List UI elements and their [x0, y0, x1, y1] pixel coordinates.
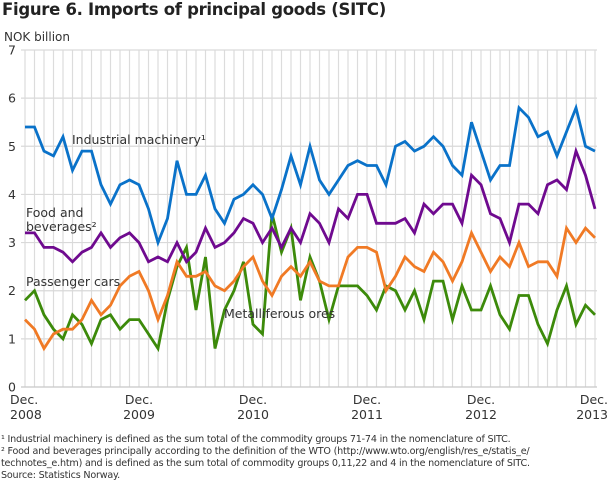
- series-labels: Industrial machinery¹ Food and beverages…: [26, 132, 335, 321]
- y-axis-ticks: 0 1 2 3 4 5 6 7: [8, 43, 16, 395]
- figure-title: Figure 6. Imports of principal goods (SI…: [2, 0, 386, 19]
- y-tick-label: 0: [8, 380, 16, 395]
- x-tick-label: 2010: [237, 407, 269, 422]
- label-industrial-machinery: Industrial machinery¹: [72, 132, 206, 147]
- y-tick-label: 2: [8, 283, 16, 298]
- y-tick-label: 7: [8, 43, 16, 58]
- label-food-beverages-line1: Food and: [26, 205, 83, 220]
- footnote-2-line2: technotes_e.htm) and is defined as the s…: [1, 458, 530, 469]
- x-tick-label: 2011: [351, 407, 383, 422]
- x-tick-label: Dec.: [580, 392, 608, 407]
- y-tick-label: 6: [8, 91, 16, 106]
- series-lines: [24, 103, 597, 353]
- series-line-industrial-machinery: [25, 103, 596, 247]
- y-tick-label: 5: [8, 139, 16, 154]
- label-food-beverages-line2: beverages²: [26, 219, 97, 234]
- y-tick-label: 4: [8, 187, 16, 202]
- series-line-food-and-beverages: [25, 146, 597, 265]
- series-line-metalliferous-ores: [24, 213, 596, 353]
- footnote-1: ¹ Industrial machinery is defined as the…: [1, 434, 511, 445]
- x-tick-label: 2013: [576, 407, 608, 422]
- x-tick-label: Dec.: [467, 392, 495, 407]
- x-tick-label: Dec.: [125, 392, 153, 407]
- label-metalliferous-ores: Metalliferous ores: [224, 306, 335, 321]
- x-axis-ticks: Dec.2008Dec.2009Dec.2010Dec.2011Dec.2012…: [10, 392, 608, 422]
- y-axis-unit-label: NOK billion: [4, 30, 71, 44]
- x-tick-label: 2009: [123, 407, 155, 422]
- x-tick-label: Dec.: [10, 392, 38, 407]
- footnotes: ¹ Industrial machinery is defined as the…: [1, 434, 530, 482]
- x-tick-label: Dec.: [239, 392, 267, 407]
- x-tick-label: Dec.: [353, 392, 381, 407]
- footnote-2-line1: ² Food and beverages principally accordi…: [1, 446, 530, 457]
- x-tick-label: 2012: [465, 407, 497, 422]
- label-passenger-cars: Passenger cars: [26, 274, 120, 289]
- y-tick-label: 3: [8, 235, 16, 250]
- x-tick-label: 2008: [10, 407, 42, 422]
- y-tick-label: 1: [8, 331, 16, 346]
- series-line-passenger-cars: [24, 224, 597, 352]
- source-note: Source: Statistics Norway.: [1, 470, 121, 481]
